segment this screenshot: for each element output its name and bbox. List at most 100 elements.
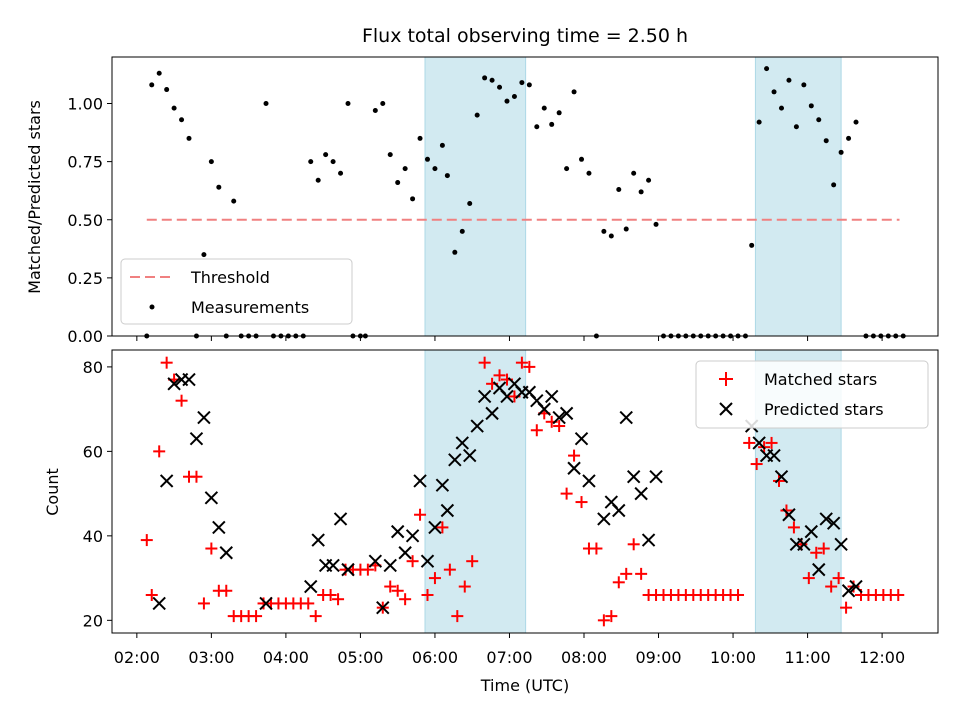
matched-star-point bbox=[765, 436, 778, 449]
matched-star-point bbox=[810, 546, 823, 559]
predicted-star-point bbox=[420, 554, 435, 568]
matched-star-point bbox=[605, 610, 618, 623]
measurement-point bbox=[164, 87, 170, 93]
matched-star-point bbox=[553, 420, 566, 433]
matched-star-point bbox=[597, 614, 610, 627]
matched-star-point bbox=[478, 356, 491, 369]
top-panel: 0.00 0.25 0.50 0.75 1.00 Matched/Predicted s… bbox=[25, 56, 939, 346]
measurement-point bbox=[526, 82, 532, 88]
predicted-star-point bbox=[819, 512, 833, 526]
matched-star-point bbox=[620, 567, 633, 580]
measurement-point bbox=[171, 105, 177, 111]
matched-star-point bbox=[560, 487, 573, 500]
matched-star-point bbox=[428, 572, 441, 585]
matched-star-point bbox=[832, 572, 845, 585]
matched-star-point bbox=[825, 580, 838, 593]
measurement-point bbox=[846, 135, 852, 141]
bottom-legend-box bbox=[695, 360, 929, 429]
measurement-point bbox=[179, 117, 185, 123]
measurement-point bbox=[330, 159, 336, 165]
measurement-point bbox=[838, 149, 844, 155]
matched-star-point bbox=[515, 356, 528, 369]
matched-star-point bbox=[414, 508, 427, 521]
measurement-point bbox=[345, 101, 351, 106]
measurement-point bbox=[623, 226, 629, 232]
matched-star-point bbox=[732, 588, 745, 601]
predicted-star-point bbox=[752, 436, 766, 450]
measurement-point bbox=[216, 184, 222, 190]
predicted-star-point bbox=[470, 419, 484, 433]
predicted-star-point bbox=[197, 410, 211, 425]
matched-star-point bbox=[384, 580, 397, 593]
matched-star-point bbox=[421, 588, 434, 601]
x-tick-label: 03:00 bbox=[188, 648, 234, 667]
predicted-star-point bbox=[304, 579, 318, 594]
predicted-star-point bbox=[559, 406, 574, 421]
observing-window-2 bbox=[754, 56, 842, 337]
measurement-point bbox=[459, 228, 465, 234]
top-y-axis-label: Matched/Predicted stars bbox=[25, 100, 44, 294]
predicted-star-point bbox=[212, 520, 226, 535]
predicted-star-point bbox=[544, 389, 559, 404]
predicted-star-point bbox=[259, 596, 273, 611]
predicted-star-point bbox=[552, 410, 566, 425]
measurement-point bbox=[549, 121, 555, 127]
matched-star-point bbox=[140, 534, 153, 547]
top-legend-box bbox=[120, 258, 353, 325]
matched-star-point bbox=[309, 610, 322, 623]
measurement-point bbox=[439, 142, 445, 148]
measurement-point bbox=[646, 177, 652, 183]
predicted-star-point bbox=[326, 558, 340, 573]
chart-title: Flux total observing time = 2.50 h bbox=[362, 25, 688, 47]
predicted-star-point bbox=[152, 596, 166, 611]
matched-star-point bbox=[750, 458, 763, 471]
predicted-star-point bbox=[376, 600, 390, 615]
predicted-stars-points bbox=[152, 372, 863, 615]
measurement-point bbox=[808, 103, 814, 109]
measurement-point bbox=[764, 66, 770, 72]
measurement-point bbox=[489, 77, 495, 83]
matched-star-point bbox=[575, 496, 588, 509]
x-tick-label: 09:00 bbox=[635, 648, 681, 667]
top-y-tick-label: 0.75 bbox=[67, 153, 103, 172]
matched-star-point bbox=[743, 436, 756, 449]
matched-star-point bbox=[324, 588, 337, 601]
legend-measurements-label: Measurements bbox=[191, 298, 309, 317]
predicted-star-point bbox=[341, 562, 355, 577]
predicted-star-point bbox=[159, 474, 174, 488]
matched-star-point bbox=[780, 504, 793, 517]
bottom-y-ticks: 20 40 60 80 bbox=[83, 358, 112, 630]
measurement-point bbox=[778, 105, 784, 111]
matched-star-point bbox=[787, 521, 800, 534]
measurement-point bbox=[504, 98, 510, 104]
measurement-point bbox=[417, 135, 423, 141]
bottom-y-tick-label: 80 bbox=[83, 358, 103, 377]
measurement-point bbox=[186, 135, 192, 141]
matched-star-point bbox=[892, 588, 905, 601]
measurement-point bbox=[571, 89, 577, 95]
legend-threshold-label: Threshold bbox=[190, 268, 270, 287]
matched-star-point bbox=[399, 593, 412, 606]
measurement-point bbox=[511, 94, 517, 100]
measurement-point bbox=[771, 89, 777, 95]
measurement-point bbox=[452, 249, 458, 255]
x-tick-label: 05:00 bbox=[337, 648, 383, 667]
measurement-point bbox=[444, 173, 450, 179]
matched-star-point bbox=[493, 369, 506, 382]
predicted-star-point bbox=[641, 533, 656, 547]
x-tick-label: 02:00 bbox=[114, 648, 160, 667]
predicted-star-point bbox=[368, 554, 383, 568]
predicted-star-point bbox=[405, 529, 420, 543]
predicted-star-point bbox=[398, 546, 412, 560]
matched-star-point bbox=[302, 597, 315, 610]
legend-measurements-swatch bbox=[149, 304, 155, 310]
predicted-star-point bbox=[574, 431, 589, 446]
matched-star-point bbox=[436, 521, 449, 534]
x-tick-label: 12:00 bbox=[859, 648, 905, 667]
measurement-point bbox=[638, 189, 644, 195]
measurement-point bbox=[586, 170, 592, 176]
predicted-star-point bbox=[782, 508, 796, 522]
measurement-point bbox=[793, 124, 799, 130]
bottom-y-tick-label: 40 bbox=[83, 527, 103, 546]
x-axis-label: Time (UTC) bbox=[480, 676, 569, 695]
